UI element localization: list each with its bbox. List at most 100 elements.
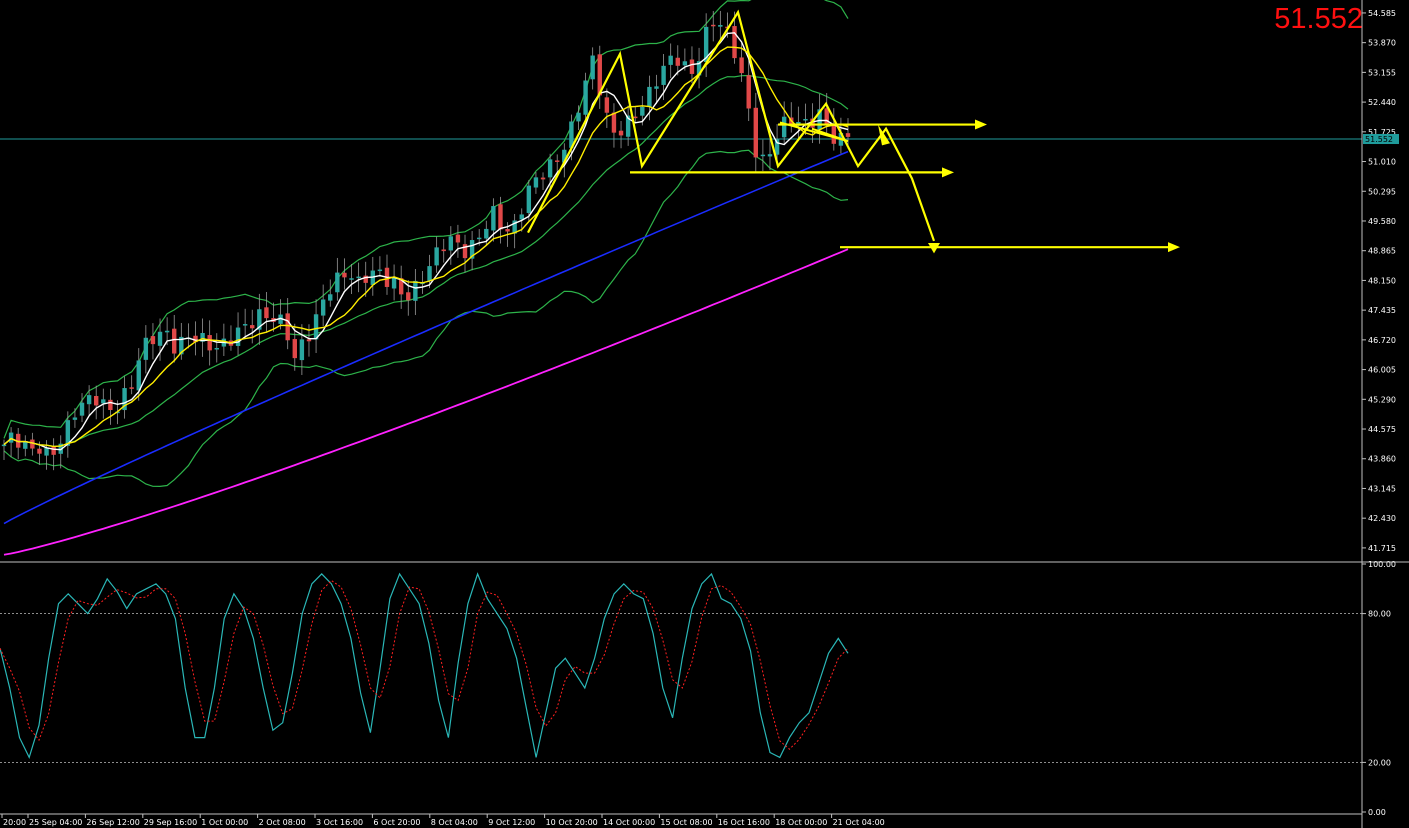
annotations [527, 9, 1180, 254]
candle-body [179, 336, 184, 355]
candle-body [285, 313, 290, 341]
candle-body [455, 234, 461, 243]
candle-body [292, 339, 297, 359]
osc-tick-label: 20.00 [1368, 758, 1391, 767]
candle-body [625, 115, 631, 137]
current-price-readout: 51.552 [1274, 3, 1363, 35]
candle-body [654, 86, 659, 89]
target-line-arrowhead [1168, 242, 1180, 253]
candle-body [526, 185, 532, 214]
candle-body [335, 272, 340, 293]
time-label: 8 Oct 04:00 [431, 818, 478, 827]
bollinger-middle [3, 74, 849, 448]
candle-body [101, 399, 106, 404]
price-tick-label: 47.435 [1368, 306, 1396, 315]
candle-body [611, 112, 617, 133]
candle-body [711, 24, 716, 27]
time-label: 16 Oct 16:00 [718, 818, 770, 827]
stochastic-main-line [0, 572, 849, 760]
candle-body [79, 402, 85, 416]
candle-body [505, 229, 510, 232]
candle-body [547, 159, 553, 178]
candle-body [533, 177, 539, 188]
candle-body [143, 337, 149, 360]
candle-body [675, 57, 680, 66]
candle-body [462, 244, 468, 259]
candle-body [86, 395, 92, 405]
candle-body [562, 149, 567, 163]
candle-body [242, 324, 248, 326]
annotation-zigzag [527, 9, 936, 242]
candle-body [15, 433, 21, 448]
candle-body [760, 154, 766, 157]
current-price-marker [1363, 134, 1399, 145]
price-tick-label: 48.865 [1368, 247, 1396, 256]
candle-body [633, 116, 638, 119]
support-line-arrowhead [942, 167, 954, 178]
price-tick-label: 53.870 [1368, 39, 1396, 48]
candle-body [200, 332, 205, 342]
candle-body [767, 154, 773, 157]
time-label: 26 Sep 12:00 [86, 818, 139, 827]
candle-body [406, 292, 411, 301]
candle-body [696, 61, 702, 76]
candle-body [122, 388, 127, 411]
candle-body [363, 275, 368, 283]
candle-body [320, 299, 326, 316]
candle-body [108, 399, 113, 411]
price-tick-label: 48.150 [1368, 276, 1396, 285]
candle-body [640, 106, 645, 116]
candle-body [732, 26, 737, 59]
price-tick-label: 43.860 [1368, 455, 1396, 464]
candle-body [413, 280, 418, 301]
candle-body [434, 247, 439, 266]
candle-body [30, 439, 35, 449]
candle-body [235, 327, 241, 346]
candle-body [441, 249, 446, 252]
candle-body [476, 237, 482, 240]
osc-tick-label: 80.00 [1368, 610, 1391, 619]
price-tick-label: 53.155 [1368, 68, 1396, 77]
candle-body [484, 228, 489, 239]
candle-body [377, 269, 383, 272]
candle-body [703, 26, 709, 62]
bollinger-upper [3, 0, 849, 439]
candle-body [597, 54, 602, 96]
price-tick-label: 52.440 [1368, 98, 1396, 107]
time-label: 6 Oct 20:00 [373, 818, 420, 827]
candle-body [781, 116, 787, 138]
candle-body [23, 441, 28, 449]
candle-body [569, 121, 574, 148]
price-tick-label: 46.720 [1368, 336, 1396, 345]
zigzag-target-arrowhead [928, 243, 940, 254]
candle-body [313, 314, 319, 340]
price-tick-label: 50.295 [1368, 187, 1396, 196]
candle-body [647, 86, 652, 108]
candle-body [257, 309, 262, 330]
time-label: 10 Oct 20:00 [546, 818, 598, 827]
candle-body [150, 336, 156, 345]
candle-body [427, 266, 432, 281]
candle-body [299, 339, 305, 361]
price-tick-label: 44.575 [1368, 425, 1396, 434]
price-tick-label: 49.580 [1368, 217, 1396, 226]
candle-body [136, 360, 141, 391]
candle-body [328, 294, 333, 301]
candle-body [193, 335, 198, 343]
zigzag-arrowhead [878, 124, 890, 146]
candle-body [718, 24, 723, 27]
time-label: 21 Oct 04:00 [833, 818, 885, 827]
current-price-marker-label: 51.552 [1365, 135, 1393, 144]
candle-body [342, 272, 347, 278]
candle-body [264, 307, 269, 319]
moving-average-magenta [3, 248, 849, 556]
candle-body [519, 214, 524, 220]
price-tick-label: 51.725 [1368, 128, 1396, 137]
candle-body [845, 133, 851, 137]
candle-body [810, 118, 815, 128]
candle-body [590, 55, 595, 80]
candle-body [51, 446, 56, 455]
price-panel [0, 0, 1362, 556]
